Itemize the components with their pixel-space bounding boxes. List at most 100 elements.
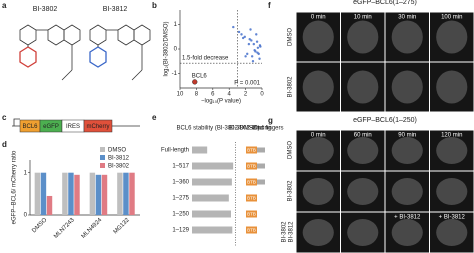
domain-box [246, 226, 257, 234]
bar [95, 174, 102, 215]
row-label: 1–517 [172, 164, 189, 170]
panel-label: d [2, 140, 7, 149]
bond [61, 69, 73, 81]
domain-box [246, 146, 257, 154]
zinc-finger [257, 179, 265, 185]
construct-label: IRES [66, 124, 80, 130]
gene-label: BCL6 [192, 73, 208, 79]
cell [436, 218, 468, 247]
legend-label: BI-3812 [108, 156, 130, 162]
row-label: BI-3802 [288, 180, 294, 202]
cell [436, 177, 468, 206]
cell [436, 136, 468, 165]
y-tick-label: 0 [24, 213, 28, 219]
data-point [244, 55, 247, 58]
bar [192, 194, 229, 202]
cell [302, 136, 334, 165]
panel-label: c [2, 113, 7, 122]
zinc-finger [257, 147, 265, 153]
cell [302, 20, 334, 54]
bar [192, 226, 233, 234]
structure-drawings [19, 24, 151, 81]
domain-label: BTB [247, 179, 256, 184]
y-tick-label: 1 [24, 170, 28, 176]
compound-name: BI-3802 [33, 6, 58, 13]
highlight-point [192, 79, 198, 85]
bar [101, 174, 108, 215]
data-point [248, 38, 251, 41]
x-tick-label: 10 [177, 92, 184, 98]
promoter-arrow [13, 118, 20, 126]
domain-label: BTB [247, 211, 256, 216]
cell [347, 70, 379, 104]
data-point [253, 49, 256, 52]
bar [192, 162, 234, 170]
data-point [255, 40, 259, 43]
data-point [258, 57, 261, 60]
x-tick-label: 8 [195, 92, 199, 98]
data-point [252, 42, 255, 46]
cell [347, 136, 379, 165]
row-label: BI-3802 [282, 221, 288, 243]
panel-label: a [2, 1, 7, 10]
cell [347, 177, 379, 206]
y-axis-label: eGFP–BCL6/ mCherry ratio [12, 150, 18, 224]
panel-title: eGFP–BCL6(1–250) [353, 117, 417, 124]
domain-label: BTB [247, 147, 256, 152]
bar [40, 172, 47, 215]
construct-part [83, 119, 113, 133]
cell [391, 136, 423, 165]
row-label: 1–129 [172, 228, 189, 234]
x-tick-label: MG132 [113, 217, 132, 236]
x-tick-label: DMSO [31, 217, 48, 234]
data-point [246, 52, 249, 56]
bar [34, 172, 41, 215]
data-point [256, 51, 259, 54]
cell [391, 177, 423, 206]
bar [74, 174, 80, 215]
cell [391, 218, 423, 247]
overlay-label: + BI-3812 [394, 215, 421, 221]
bar [68, 172, 74, 215]
x-tick-label: MLN7243 [53, 217, 76, 240]
x-tick-label: MLN4924 [81, 217, 104, 240]
data-point [241, 36, 245, 40]
cell [436, 70, 468, 104]
data-point [240, 33, 243, 36]
cell [391, 70, 423, 104]
panel-label: b [152, 1, 157, 10]
row-label: Full-length [161, 148, 189, 154]
cell [436, 20, 468, 54]
y-tick-label: 1 [174, 22, 178, 28]
ring [19, 24, 37, 46]
legend-swatch [100, 155, 105, 160]
row-label: BI-3812 [289, 221, 295, 243]
ring [47, 24, 65, 46]
row-label: 1–360 [172, 180, 189, 186]
domain-label: BTB [247, 195, 256, 200]
ring-red [19, 46, 37, 68]
overlay-label: + BI-3812 [439, 215, 466, 221]
zinc-finger [257, 163, 265, 169]
x-tick-label: 4 [228, 92, 232, 98]
data-point [258, 44, 262, 47]
domain-label: BTB [247, 163, 256, 168]
y-tick-label: -1 [172, 71, 178, 77]
panel-label: g [268, 116, 273, 125]
annotation: 1.5-fold decrease [182, 56, 229, 62]
time-label: 30 min [398, 15, 416, 21]
panel-label: f [268, 1, 271, 10]
compound-name: BI-3812 [103, 6, 128, 13]
construct-label: BCL6 [22, 124, 38, 130]
data-point [249, 28, 252, 31]
row-label: 1–250 [172, 212, 189, 218]
time-label: 0 min [311, 15, 326, 21]
cell [347, 218, 379, 247]
cell [391, 20, 423, 54]
data-point [250, 39, 253, 42]
bar [62, 172, 68, 215]
data-point [250, 55, 254, 58]
row-label: DMSO [288, 28, 294, 46]
bar [192, 210, 231, 218]
